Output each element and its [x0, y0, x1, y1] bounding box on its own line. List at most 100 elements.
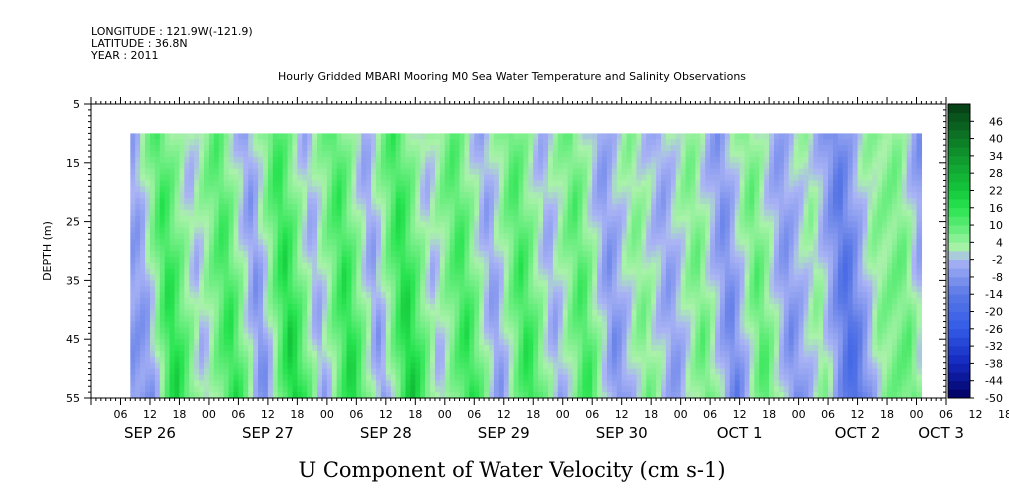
heatmap-cell — [179, 350, 185, 358]
heatmap-cell — [641, 133, 647, 140]
heatmap-cell — [547, 345, 554, 352]
heatmap-cell — [469, 239, 475, 246]
heatmap-cell — [665, 221, 672, 229]
heatmap-cell — [174, 333, 181, 340]
heatmap-cell — [174, 239, 181, 246]
heatmap-cell — [503, 133, 510, 140]
heatmap-cell — [484, 180, 490, 187]
heatmap-cell — [513, 256, 520, 264]
heatmap-cell — [199, 145, 205, 152]
heatmap-cell — [533, 274, 539, 281]
heatmap-cell — [597, 292, 603, 299]
heatmap-cell — [479, 168, 485, 176]
heatmap-cell — [376, 162, 382, 170]
heatmap-cell — [140, 180, 146, 187]
heatmap-cell — [552, 174, 559, 182]
heatmap-cell — [602, 180, 608, 187]
heatmap-cell — [577, 380, 583, 387]
heatmap-cell — [154, 262, 161, 270]
heatmap-cell — [248, 233, 254, 240]
heatmap-cell — [557, 233, 564, 240]
heatmap-cell — [238, 151, 244, 158]
heatmap-cell — [665, 192, 672, 199]
heatmap-cell — [233, 380, 240, 387]
heatmap-cell — [179, 192, 185, 199]
heatmap-cell — [149, 245, 156, 252]
heatmap-cell — [606, 168, 613, 176]
heatmap-cell — [248, 280, 254, 287]
heatmap-cell — [331, 256, 338, 264]
heatmap-cell — [243, 368, 249, 376]
heatmap-cell — [395, 156, 402, 164]
heatmap-cell — [597, 139, 603, 146]
heatmap-cell — [140, 162, 146, 170]
heatmap-cell — [395, 292, 402, 299]
heatmap-cell — [611, 321, 618, 329]
heatmap-cell — [484, 327, 490, 334]
heatmap-cell — [336, 362, 343, 370]
heatmap-cell — [538, 256, 544, 264]
heatmap-cell — [277, 209, 284, 217]
heatmap-cell — [233, 162, 240, 170]
heatmap-cell — [459, 186, 466, 193]
heatmap-cell — [513, 280, 520, 287]
heatmap-cell — [528, 350, 534, 358]
heatmap-cell — [390, 239, 397, 246]
heatmap-cell — [405, 227, 411, 234]
heatmap-cell — [513, 174, 520, 182]
heatmap-cell — [597, 362, 603, 370]
heatmap-cell — [572, 198, 579, 205]
heatmap-cell — [390, 233, 397, 240]
heatmap-cell — [371, 139, 377, 146]
heatmap-cell — [587, 239, 593, 246]
heatmap-cell — [277, 186, 284, 193]
heatmap-cell — [651, 245, 657, 252]
heatmap-cell — [621, 168, 628, 176]
heatmap-cell — [439, 233, 446, 240]
heatmap-cell — [169, 145, 176, 152]
heatmap-cell — [523, 339, 529, 346]
heatmap-cell — [233, 209, 240, 217]
heatmap-cell — [454, 221, 461, 229]
heatmap-cell — [582, 233, 588, 240]
heatmap-cell — [184, 133, 190, 140]
heatmap-cell — [498, 192, 505, 199]
heatmap-cell — [218, 180, 225, 187]
heatmap-cell — [213, 203, 220, 211]
heatmap-cell — [356, 327, 362, 334]
heatmap-cell — [262, 374, 269, 381]
heatmap-cell — [582, 392, 588, 399]
heatmap-cell — [145, 221, 151, 229]
heatmap-cell — [130, 339, 136, 346]
heatmap-cell — [262, 268, 269, 276]
heatmap-cell — [248, 309, 254, 317]
heatmap-cell — [577, 233, 583, 240]
heatmap-cell — [361, 133, 367, 140]
heatmap-cell — [651, 350, 657, 358]
heatmap-cell — [189, 221, 195, 229]
heatmap-cell — [420, 309, 426, 317]
heatmap-cell — [248, 192, 254, 199]
heatmap-cell — [174, 256, 181, 264]
heatmap-cell — [626, 339, 633, 346]
heatmap-cell — [651, 174, 657, 182]
heatmap-cell — [164, 251, 171, 258]
heatmap-cell — [277, 268, 284, 276]
heatmap-cell — [258, 203, 264, 211]
heatmap-cell — [159, 251, 166, 258]
heatmap-cell — [670, 339, 677, 346]
heatmap-cell — [430, 174, 436, 182]
heatmap-cell — [376, 321, 382, 329]
heatmap-cell — [267, 151, 274, 158]
heatmap-cell — [420, 280, 426, 287]
heatmap-cell — [174, 139, 181, 146]
heatmap-cell — [572, 203, 579, 211]
heatmap-cell — [346, 374, 353, 381]
heatmap-cell — [149, 151, 156, 158]
heatmap-cell — [469, 227, 475, 234]
heatmap-cell — [577, 315, 583, 323]
heatmap-cell — [430, 374, 436, 381]
heatmap-cell — [179, 198, 185, 205]
heatmap-cell — [248, 215, 254, 223]
heatmap-cell — [208, 198, 215, 205]
